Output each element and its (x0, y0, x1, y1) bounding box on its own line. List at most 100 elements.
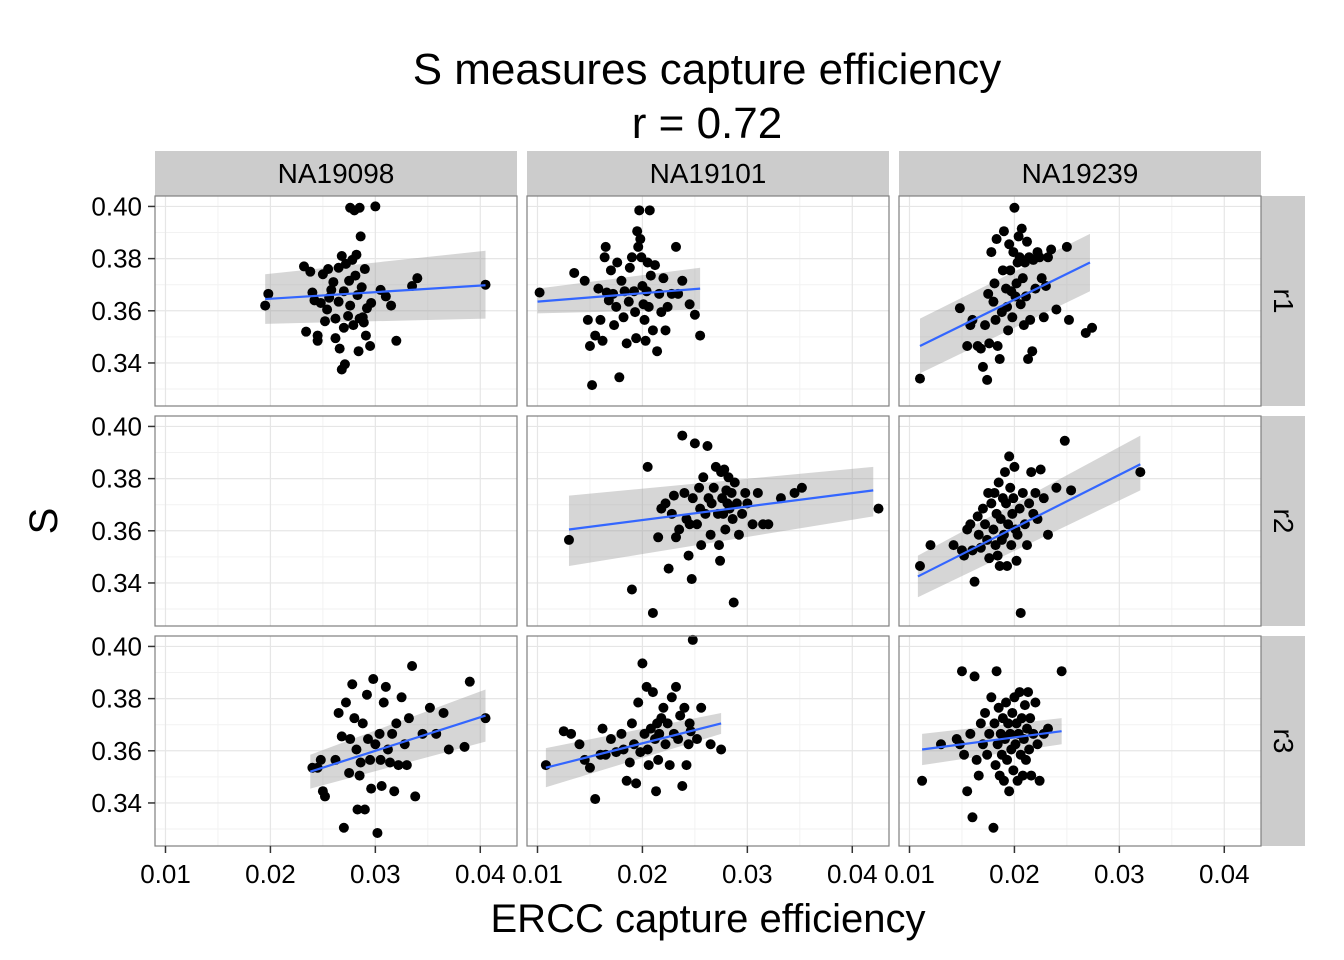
data-point (706, 498, 717, 509)
y-tick-label: 0.34 (91, 348, 142, 378)
data-point (992, 550, 1003, 561)
data-point (684, 718, 695, 729)
data-point (319, 791, 330, 802)
data-point (351, 744, 362, 755)
data-point (995, 514, 1006, 525)
data-point (954, 303, 965, 314)
data-point (668, 490, 679, 501)
data-point (729, 477, 740, 488)
data-point (1051, 482, 1062, 493)
data-point (716, 744, 727, 755)
data-point (338, 322, 349, 333)
data-point (1022, 236, 1033, 247)
data-point (605, 734, 616, 745)
data-point (687, 493, 698, 504)
data-point (574, 739, 585, 750)
data-point (1013, 231, 1024, 242)
data-point (333, 296, 344, 307)
data-point (696, 702, 707, 713)
data-point (977, 503, 988, 514)
data-point (1015, 607, 1026, 618)
data-point (1001, 498, 1012, 509)
data-point (260, 300, 271, 311)
data-point (350, 270, 361, 281)
panel-background (899, 416, 1261, 626)
data-point (1009, 461, 1020, 472)
data-point (1003, 519, 1014, 530)
data-point (375, 754, 386, 765)
data-point (1004, 239, 1015, 250)
data-point (357, 718, 368, 729)
data-point (354, 770, 365, 781)
x-tick-label: 0.02 (617, 859, 668, 889)
data-point (608, 288, 619, 299)
data-point (948, 540, 959, 551)
data-point (720, 524, 731, 535)
data-point (982, 374, 993, 385)
data-point (480, 713, 491, 724)
data-point (652, 346, 663, 357)
data-point (747, 519, 758, 530)
data-point (1024, 744, 1035, 755)
data-point (1038, 312, 1049, 323)
data-point (315, 754, 326, 765)
data-point (1087, 322, 1098, 333)
data-point (689, 309, 700, 320)
data-point (999, 467, 1010, 478)
data-point (989, 487, 1000, 498)
data-point (605, 265, 616, 276)
data-point (969, 671, 980, 682)
data-point (380, 291, 391, 302)
data-point (642, 461, 653, 472)
data-point (600, 241, 611, 252)
chart-subtitle: r = 0.72 (631, 99, 783, 148)
data-point (737, 508, 748, 519)
data-point (728, 597, 739, 608)
data-point (634, 205, 645, 216)
data-point (609, 320, 620, 331)
data-point (917, 775, 928, 786)
data-point (965, 728, 976, 739)
data-point (378, 697, 389, 708)
data-point (698, 472, 709, 483)
data-point (959, 749, 970, 760)
data-point (344, 767, 355, 778)
data-point (984, 553, 995, 564)
data-point (989, 278, 1000, 289)
data-point (631, 333, 642, 344)
data-point (1025, 713, 1036, 724)
panel-NA19101-r1 (526, 195, 890, 407)
data-point (660, 325, 671, 336)
data-point (681, 760, 692, 771)
x-tick-label: 0.03 (722, 859, 773, 889)
data-point (385, 757, 396, 768)
column-strip-label: NA19239 (1022, 158, 1139, 189)
data-point (330, 313, 341, 324)
data-point (612, 257, 623, 268)
data-point (662, 718, 673, 729)
data-point (333, 262, 344, 273)
row-strip-label: r3 (1268, 729, 1299, 754)
data-point (438, 707, 449, 718)
column-strip (899, 151, 1261, 196)
data-point (670, 681, 681, 692)
data-point (677, 781, 688, 791)
data-point (663, 563, 674, 574)
data-point (925, 540, 936, 551)
data-point (301, 326, 312, 337)
data-point (677, 275, 688, 286)
data-point (1002, 754, 1013, 765)
row-strip (1261, 636, 1305, 846)
panel-background (899, 196, 1261, 406)
data-point (1042, 529, 1053, 540)
data-point (993, 702, 1004, 713)
data-point (683, 739, 694, 750)
data-point (684, 299, 695, 310)
data-point (686, 574, 697, 585)
data-point (700, 508, 711, 519)
panel-border (898, 195, 1262, 407)
data-point (1051, 304, 1062, 315)
data-point (645, 270, 656, 281)
data-point (658, 702, 669, 713)
data-point (705, 529, 716, 540)
